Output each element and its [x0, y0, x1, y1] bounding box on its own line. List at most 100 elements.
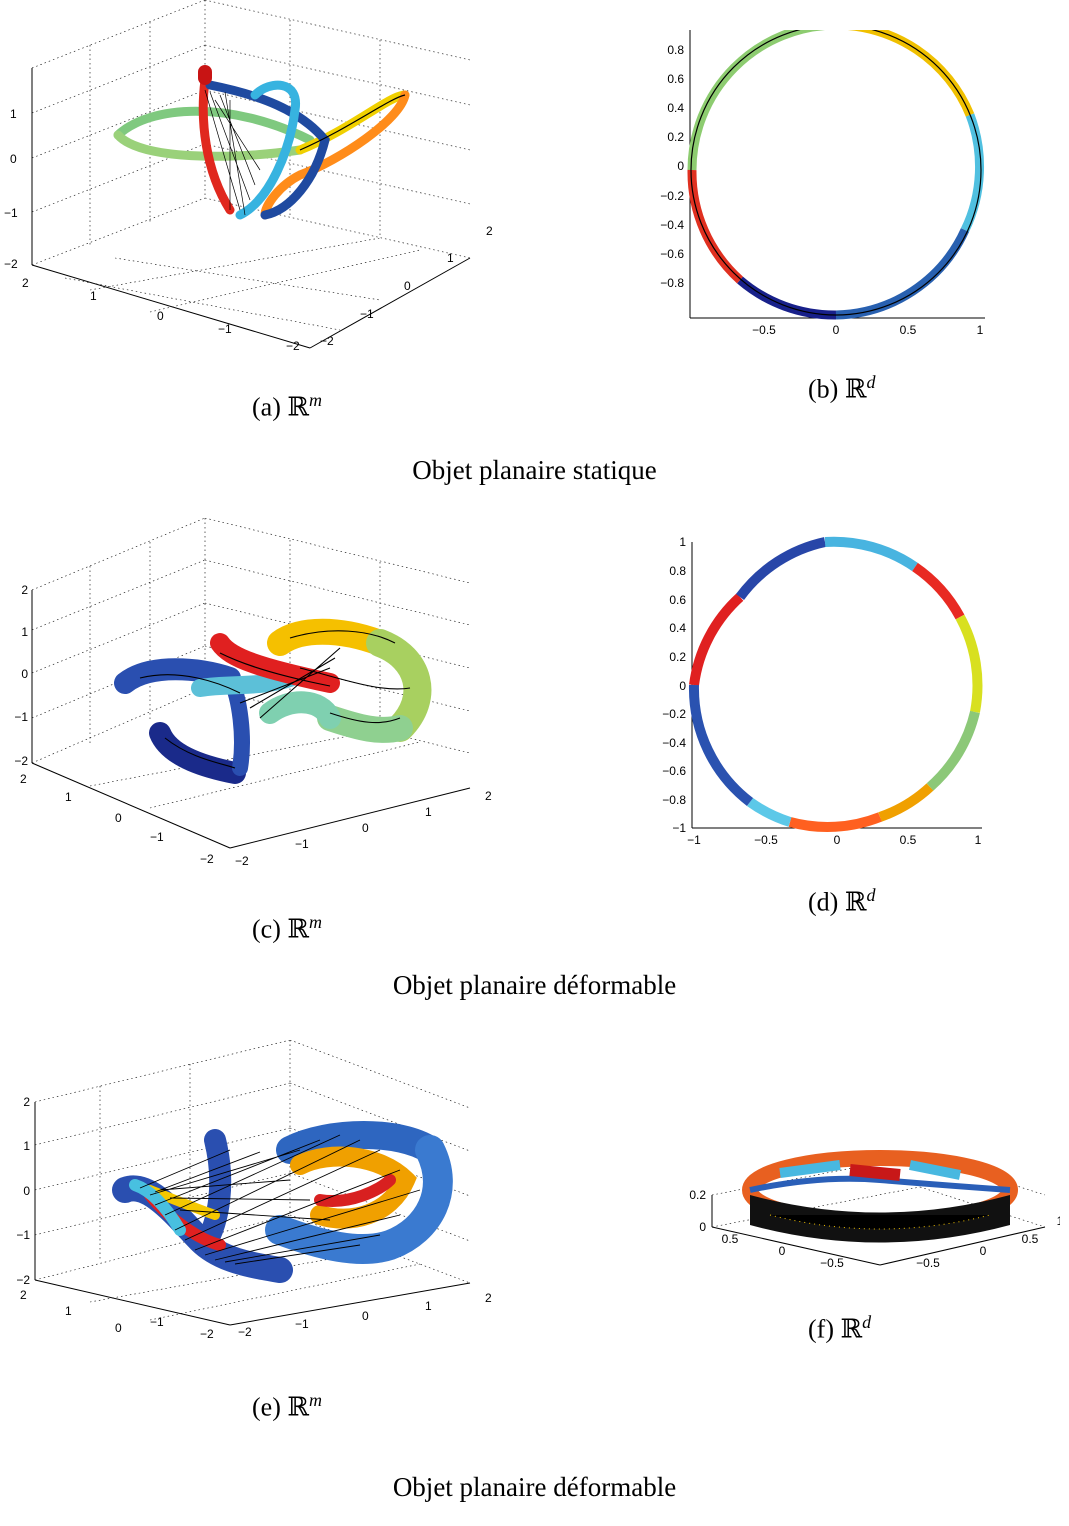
z-axis-ticks: 1 0 −1 −2 [4, 107, 18, 271]
y-tick: −0.2 [660, 189, 684, 203]
x-tick: 0.5 [900, 833, 917, 847]
figure-b-circle-plot: 0.8 0.6 0.4 0.2 0 −0.2 −0.4 −0.6 −0.8 −0… [660, 30, 985, 337]
left-tick: −1 [150, 830, 164, 844]
y-tick: −0.8 [660, 276, 684, 290]
y-axis-ticks: 0.8 0.6 0.4 0.2 0 −0.2 −0.4 −0.6 −0.8 [660, 43, 684, 290]
z-tick: 0.2 [689, 1188, 706, 1202]
z-tick: −1 [16, 1228, 30, 1242]
left-tick: −1 [218, 322, 232, 336]
caption-b: (b) ℝd [808, 372, 876, 405]
y-tick: 0 [677, 159, 684, 173]
y-tick: 0.8 [667, 43, 684, 57]
z-tick: −2 [14, 754, 28, 768]
left-axis-ticks: 2 1 0 −1 −2 [22, 276, 300, 353]
right-tick: 1 [425, 1299, 432, 1313]
right-tick: −2 [238, 1325, 252, 1339]
left-tick: −0.5 [820, 1256, 844, 1270]
z-tick: 1 [21, 625, 28, 639]
x-axis-ticks: −0.5 0 0.5 1 [752, 323, 984, 337]
x-tick: 0.5 [900, 323, 917, 337]
right-tick: −1 [360, 307, 374, 321]
z-tick: −1 [14, 710, 28, 724]
left-tick: 1 [65, 1304, 72, 1318]
caption-a: (a) ℝm [252, 390, 322, 423]
left-tick: −2 [286, 339, 300, 353]
right-tick: −2 [235, 854, 249, 868]
right-tick: 0 [980, 1244, 987, 1258]
x-tick: 0 [834, 833, 841, 847]
caption-d: (d) ℝd [808, 885, 876, 918]
row-title-2: Objet planaire déformable [392, 970, 677, 1000]
z-tick: 0 [10, 152, 17, 166]
right-tick: 0.5 [1022, 1232, 1039, 1246]
caption-f: (f) ℝd [808, 1312, 872, 1345]
right-tick: 2 [486, 224, 493, 238]
x-tick: 0 [833, 323, 840, 337]
figure-d-circle-plot: 1 0.8 0.6 0.4 0.2 0 −0.2 −0.4 −0.6 −0.8 … [662, 535, 983, 847]
z-tick: 0 [699, 1220, 706, 1234]
left-tick: 1 [90, 289, 97, 303]
y-tick: −0.4 [662, 736, 686, 750]
z-tick: −1 [4, 206, 18, 220]
z-tick: 2 [21, 583, 28, 597]
z-tick: 2 [23, 1095, 30, 1109]
z-tick: 0 [21, 667, 28, 681]
left-tick: 2 [22, 276, 29, 290]
x-tick: −0.5 [754, 833, 778, 847]
left-tick: 2 [20, 772, 27, 786]
right-tick: −2 [320, 334, 334, 348]
left-tick: 0 [115, 1321, 122, 1335]
y-tick: 0.2 [669, 650, 686, 664]
x-tick: −1 [687, 833, 701, 847]
left-tick: 1 [65, 790, 72, 804]
caption-c: (c) ℝm [252, 912, 322, 945]
right-tick: 0 [362, 1309, 369, 1323]
right-tick: −0.5 [916, 1256, 940, 1270]
left-tick: 0 [779, 1244, 786, 1258]
figure-e-3d-plot: 2 1 0 −1 −2 2 1 0 −1 −2 2 1 0 −1 −2 [16, 1040, 492, 1340]
right-tick: 0 [404, 279, 411, 293]
right-tick: −1 [295, 1317, 309, 1331]
y-tick: 0 [679, 679, 686, 693]
y-tick: 0.8 [669, 564, 686, 578]
row-title-1: Objet planaire statique [412, 455, 657, 485]
right-tick: 1 [425, 805, 432, 819]
z-tick: −2 [4, 257, 18, 271]
left-tick: −2 [200, 1327, 214, 1340]
right-tick: 0 [362, 821, 369, 835]
caption-e: (e) ℝm [252, 1390, 322, 1423]
y-tick: −0.6 [660, 247, 684, 261]
x-tick: −0.5 [752, 323, 776, 337]
x-tick: 1 [975, 833, 982, 847]
left-tick: 0.5 [722, 1232, 739, 1246]
right-axis-ticks: 2 1 0 −1 −2 [320, 224, 493, 348]
right-tick: 2 [485, 1291, 492, 1305]
figure-f-ring-plot: 0.2 0 0.5 0 −0.5 1 0.5 0 −0.5 [689, 1150, 1060, 1270]
y-tick: 0.6 [667, 72, 684, 86]
z-tick: −2 [16, 1273, 30, 1287]
y-tick: −0.4 [660, 218, 684, 232]
right-tick: 1 [1057, 1214, 1060, 1228]
left-tick: −1 [150, 1315, 164, 1329]
y-tick: −0.8 [662, 793, 686, 807]
left-tick: −2 [200, 852, 214, 866]
y-tick: 0.6 [669, 593, 686, 607]
figure-a-3d-plot: 1 0 −1 −2 2 1 0 −1 −2 2 1 0 −1 −2 [4, 0, 493, 353]
row-title-3: Objet planaire déformable [392, 1472, 677, 1502]
y-tick: 1 [679, 535, 686, 549]
x-tick: 1 [977, 323, 984, 337]
right-tick: 2 [485, 789, 492, 803]
y-tick: 0.4 [667, 101, 684, 115]
left-tick: 2 [20, 1288, 27, 1302]
z-tick: 1 [10, 107, 17, 121]
y-tick: 0.4 [669, 621, 686, 635]
z-tick: 1 [23, 1139, 30, 1153]
y-tick: 0.2 [667, 130, 684, 144]
y-tick: −0.2 [662, 707, 686, 721]
figure-c-3d-plot: 2 1 0 −1 −2 2 1 0 −1 −2 2 1 0 −1 −2 [14, 518, 492, 868]
y-tick: −0.6 [662, 764, 686, 778]
y-tick: −1 [672, 821, 686, 835]
left-tick: 0 [115, 811, 122, 825]
left-tick: 0 [157, 309, 164, 323]
right-tick: 1 [447, 251, 454, 265]
